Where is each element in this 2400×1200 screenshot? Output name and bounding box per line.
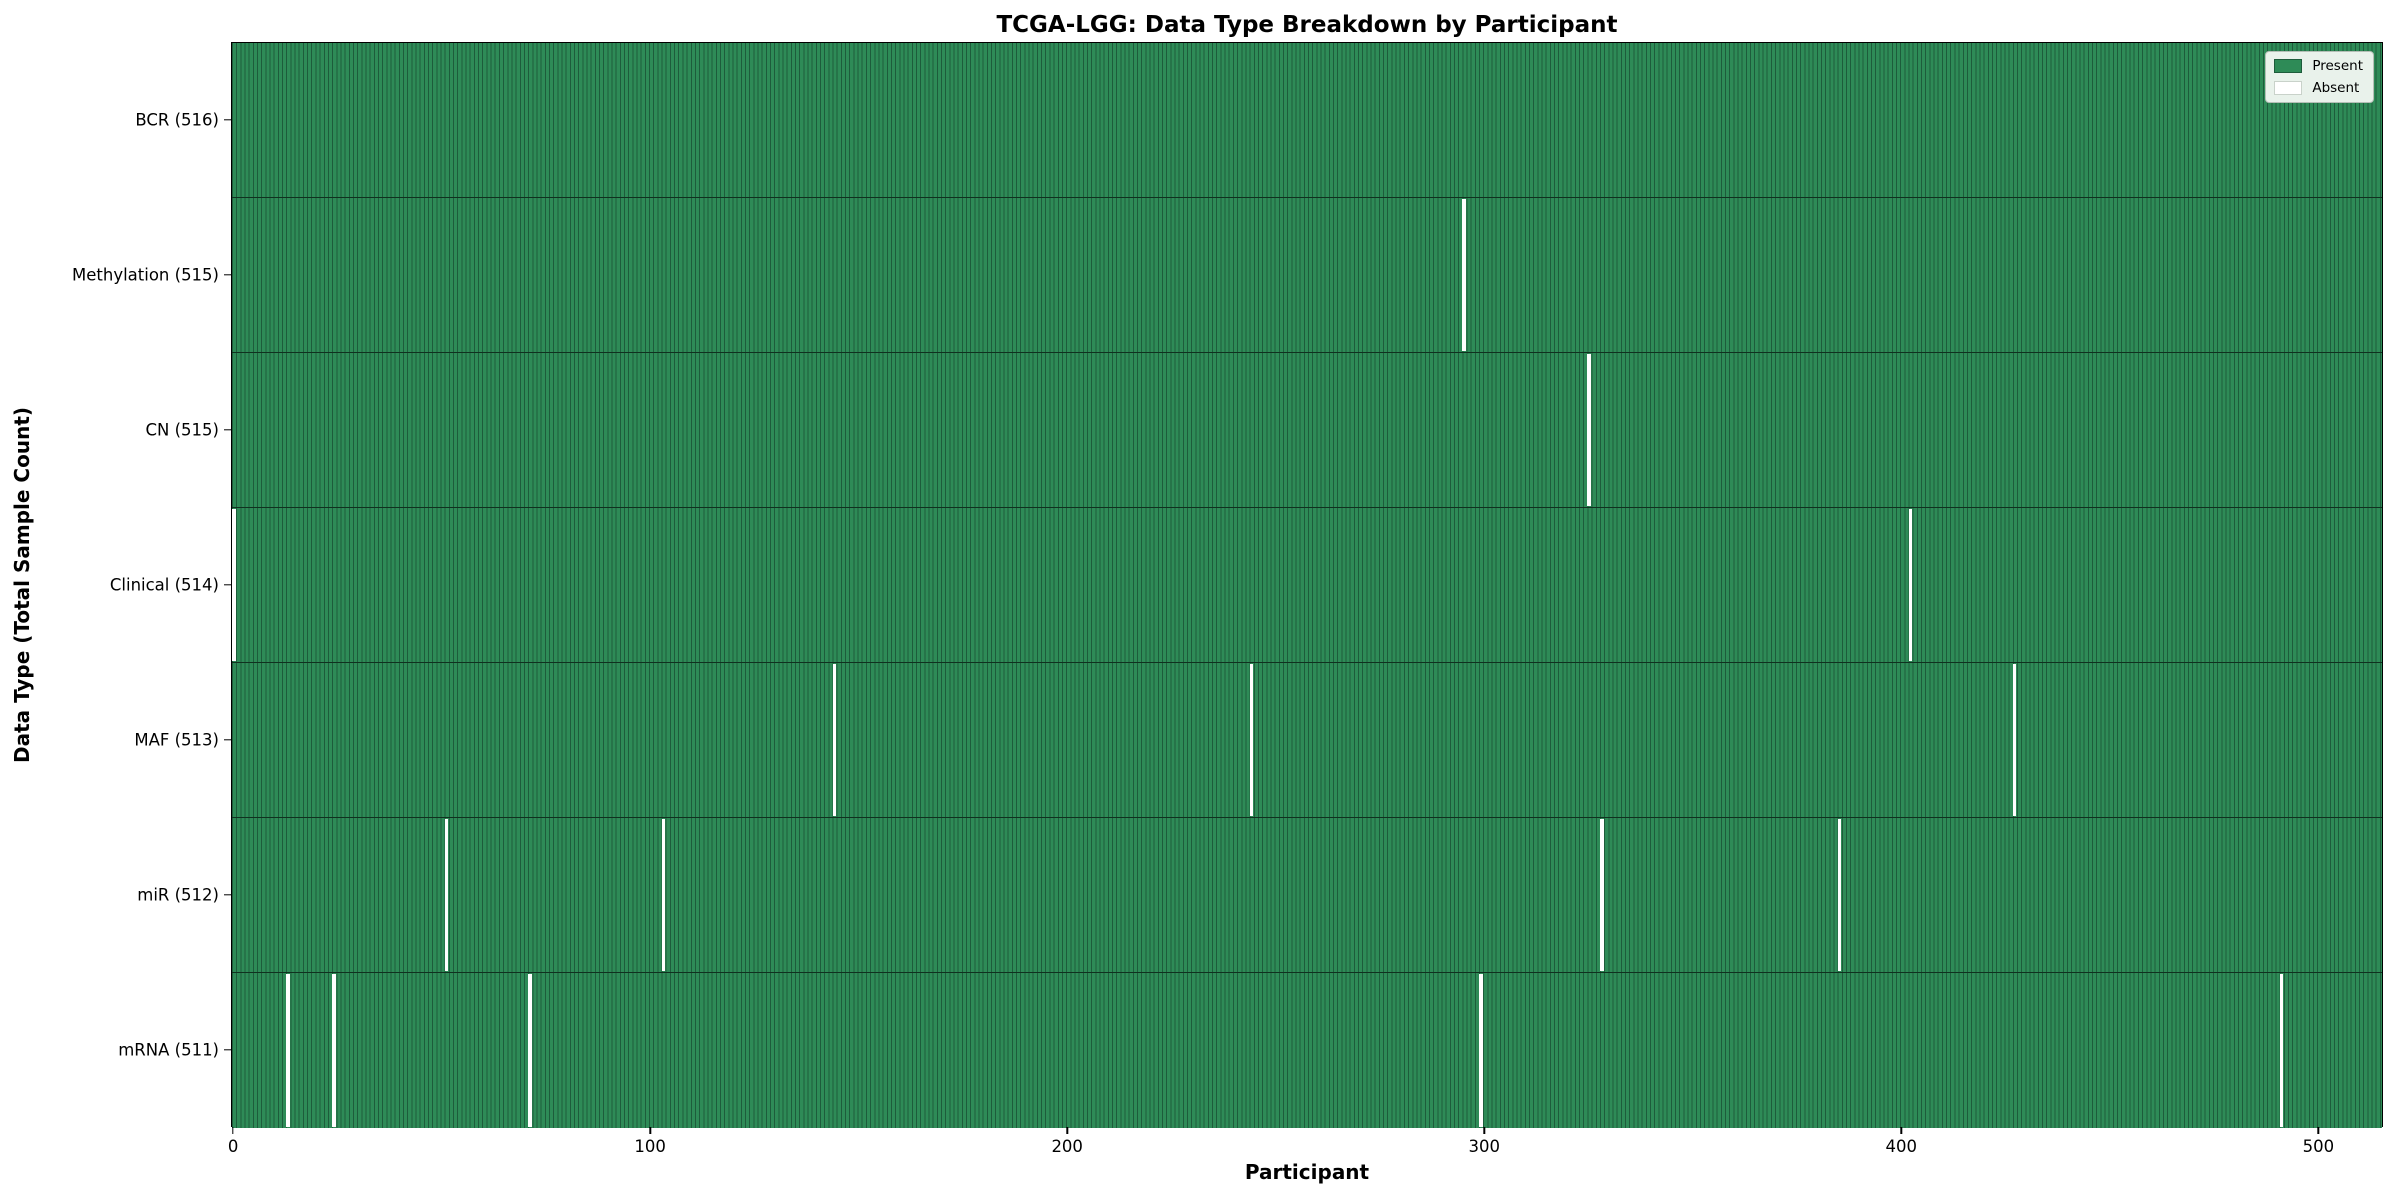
plot-area: Present Absent	[231, 42, 2383, 1128]
absent-marker	[1462, 199, 1466, 351]
y-axis-label: Data Type (Total Sample Count)	[10, 406, 34, 764]
row-bcr	[232, 43, 2382, 198]
x-tick-label: 100	[634, 1137, 666, 1156]
present-swatch	[2274, 59, 2303, 73]
x-tick-mark	[1066, 1127, 1068, 1134]
absent-marker	[1908, 509, 1913, 661]
row-clinical	[232, 508, 2382, 663]
absent-marker	[232, 509, 236, 661]
y-tick-label: BCR (516)	[135, 110, 219, 129]
y-tick-mark	[224, 118, 231, 121]
row-maf	[232, 663, 2382, 818]
y-tick-mark	[224, 738, 231, 741]
absent-marker	[1478, 974, 1483, 1127]
x-tick-mark	[1483, 1127, 1485, 1134]
legend-entry-present: Present	[2274, 58, 2363, 74]
y-tick-label: MAF (513)	[134, 730, 219, 749]
legend-entry-absent: Absent	[2274, 80, 2363, 96]
absent-marker	[332, 974, 336, 1127]
row-methylation	[232, 198, 2382, 353]
row-mir	[232, 818, 2382, 973]
absent-marker	[661, 819, 666, 971]
x-tick-label: 500	[2302, 1137, 2335, 1156]
y-tick-label: Methylation (515)	[72, 265, 219, 284]
absent-marker	[528, 974, 532, 1127]
chart-title: TCGA-LGG: Data Type Breakdown by Partici…	[996, 12, 1618, 38]
x-tick-label: 400	[1885, 1137, 1918, 1156]
absent-marker	[1837, 819, 1842, 971]
absent-swatch	[2274, 81, 2303, 95]
absent-marker	[2012, 664, 2017, 816]
x-tick-mark	[649, 1127, 651, 1134]
y-tick-label: miR (512)	[137, 885, 219, 904]
legend-absent-label: Absent	[2312, 80, 2360, 96]
y-tick-mark	[224, 583, 231, 586]
x-tick-mark	[232, 1127, 234, 1134]
y-tick-mark	[224, 428, 231, 431]
y-tick-mark	[224, 893, 231, 896]
absent-marker	[1599, 819, 1604, 971]
absent-marker	[2279, 974, 2284, 1127]
absent-marker	[1587, 354, 1591, 506]
x-tick-mark	[2317, 1127, 2320, 1134]
absent-marker	[444, 819, 449, 971]
legend-present-label: Present	[2312, 58, 2363, 74]
absent-marker	[1249, 664, 1254, 816]
x-tick-label: 200	[1051, 1137, 1083, 1156]
row-mrna	[232, 973, 2382, 1128]
y-tick-label: CN (515)	[145, 420, 219, 439]
absent-marker	[286, 974, 290, 1127]
row-cn	[232, 353, 2382, 508]
absent-marker	[832, 664, 837, 816]
y-tick-label: Clinical (514)	[109, 575, 219, 594]
legend: Present Absent	[2265, 51, 2374, 103]
y-tick-mark	[224, 273, 231, 276]
y-tick-mark	[224, 1048, 231, 1051]
x-tick-label: 300	[1468, 1137, 1500, 1156]
x-tick-mark	[1900, 1127, 1902, 1134]
x-axis-label: Participant	[1244, 1160, 1370, 1184]
x-tick-label: 0	[227, 1137, 239, 1156]
y-tick-label: mRNA (511)	[118, 1040, 219, 1059]
